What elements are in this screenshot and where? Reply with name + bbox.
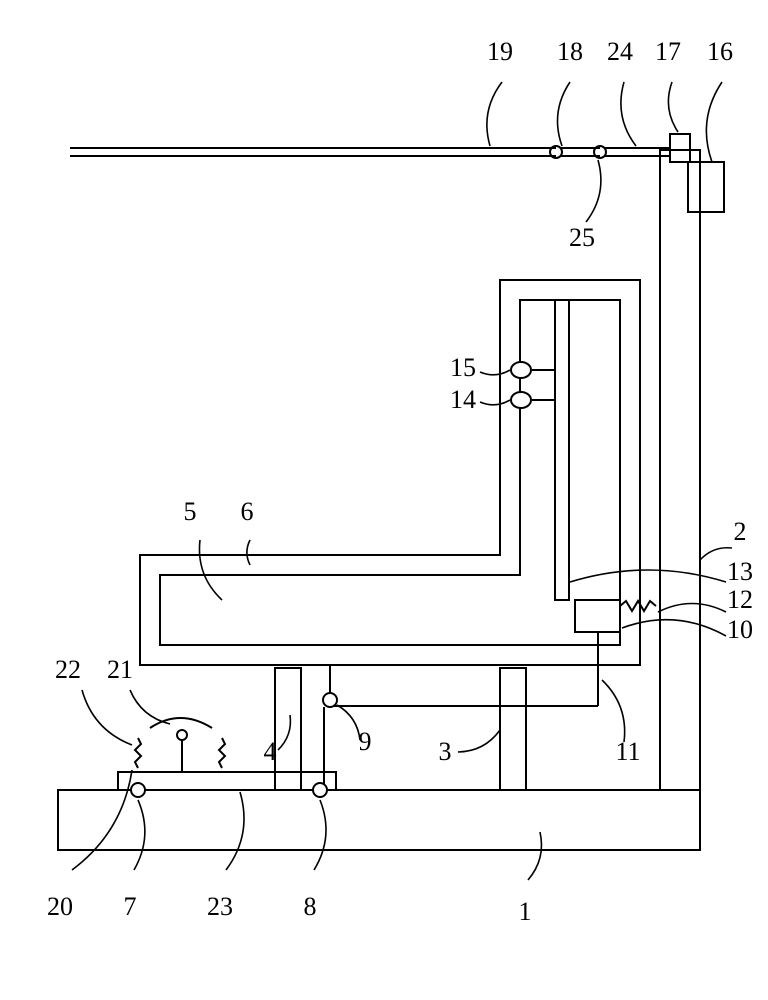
part-label-25: 25 xyxy=(569,223,595,252)
part-label-23: 23 xyxy=(207,892,233,921)
part-label-15: 15 xyxy=(450,353,476,382)
part-label-2: 2 xyxy=(734,517,747,546)
part-label-20: 20 xyxy=(47,892,73,921)
part-label-8: 8 xyxy=(304,892,317,921)
part-label-19: 19 xyxy=(487,37,513,66)
part-label-16: 16 xyxy=(707,37,733,66)
part-label-9: 9 xyxy=(359,727,372,756)
part-label-7: 7 xyxy=(124,892,137,921)
part-label-17: 17 xyxy=(655,37,681,66)
part-label-12: 12 xyxy=(727,585,753,614)
part-label-18: 18 xyxy=(557,37,583,66)
part-label-1: 1 xyxy=(519,897,532,926)
part-label-4: 4 xyxy=(264,737,277,766)
part-label-13: 13 xyxy=(727,557,753,586)
part-label-5: 5 xyxy=(184,497,197,526)
part-label-14: 14 xyxy=(450,385,476,414)
technical-diagram: 1234567891011121314151617181920212223242… xyxy=(0,0,768,1000)
part-label-11: 11 xyxy=(615,737,640,766)
part-label-10: 10 xyxy=(727,615,753,644)
part-label-6: 6 xyxy=(241,497,254,526)
part-label-22: 22 xyxy=(55,655,81,684)
part-label-3: 3 xyxy=(439,737,452,766)
part-label-21: 21 xyxy=(107,655,133,684)
part-label-24: 24 xyxy=(607,37,633,66)
